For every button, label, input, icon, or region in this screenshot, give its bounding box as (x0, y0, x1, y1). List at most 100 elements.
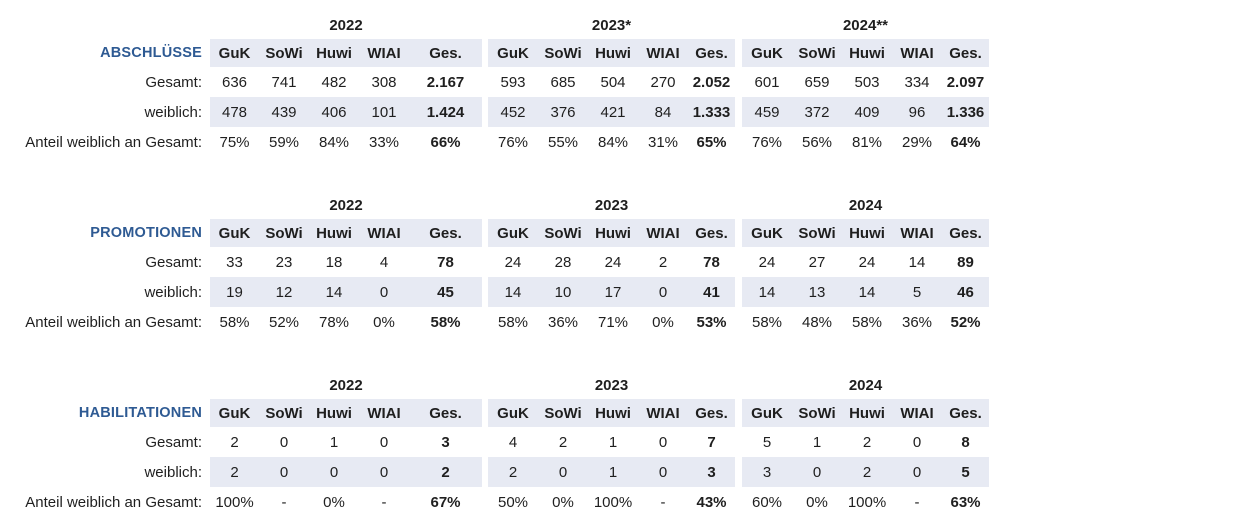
value-cell: 52% (268, 313, 300, 331)
value-cell: 24 (504, 253, 522, 271)
value-cell: 14 (908, 253, 926, 271)
column-header: Ges. (942, 399, 989, 427)
value-cell: 84% (597, 133, 629, 151)
value-cell: 84 (638, 97, 688, 127)
value-cell: 58% (751, 313, 783, 331)
value-cell: 59% (268, 133, 300, 151)
value-cell: 78% (318, 313, 350, 331)
value-cell: 60% (751, 493, 783, 511)
column-header: SoWi (538, 399, 588, 427)
column-header: Ges. (942, 39, 989, 67)
value-cell: 36% (901, 313, 933, 331)
table-row: Anteil weiblich an Gesamt: 75% 59% 84% 33% 66… (0, 127, 1243, 157)
value-cell: 24 (858, 253, 876, 271)
value-cell: 452 (488, 97, 538, 127)
table-row: weiblich: 478 439 406 101 1.424 452 376 421 84 1.3… (0, 97, 1243, 127)
value-cell: 2 (658, 253, 668, 271)
value-cell: 0% (652, 313, 674, 331)
value-cell: 76% (497, 133, 529, 151)
value-cell: 36% (547, 313, 579, 331)
value-cell: 2.097 (946, 73, 985, 91)
table-row: weiblich: 19 12 14 0 45 14 10 17 0 41 14 13 14 5 46 (0, 277, 1243, 307)
column-header: GuK (210, 399, 259, 427)
value-cell: 12 (259, 277, 309, 307)
column-header: Ges. (409, 219, 482, 247)
column-header: Huwi (588, 399, 638, 427)
table-row: Anteil weiblich an Gesamt: 58% 52% 78% 0% 58%… (0, 307, 1243, 337)
value-cell: 48% (801, 313, 833, 331)
column-header: SoWi (538, 219, 588, 247)
year-label: 2024 (848, 197, 883, 214)
value-cell: 1.424 (409, 97, 482, 127)
value-cell: 10 (538, 277, 588, 307)
year-label: 2022 (329, 197, 363, 214)
table-row: 2022 2023 2024 (0, 192, 1243, 219)
column-header: WIAI (638, 219, 688, 247)
column-header: SoWi (792, 399, 842, 427)
statistics-tables: 2022 2023* 2024** ABSCHLÜSSE GuK SoWi Huwi WIAI… (0, 12, 1243, 511)
column-header: Huwi (588, 39, 638, 67)
value-cell: 27 (808, 253, 826, 271)
gap-spacer (735, 399, 742, 427)
value-cell: 8 (961, 433, 970, 451)
value-cell: 659 (804, 73, 830, 91)
row-label: Gesamt: (145, 73, 202, 91)
row-label: Gesamt: (145, 253, 202, 271)
value-cell: 593 (500, 73, 526, 91)
value-cell: 63% (950, 493, 981, 511)
value-cell: 33% (368, 133, 400, 151)
value-cell: 28 (554, 253, 572, 271)
table-row: PROMOTIONEN GuK SoWi Huwi WIAI Ges. GuK SoWi Huw… (0, 219, 1243, 247)
section-title: ABSCHLÜSSE (100, 44, 202, 61)
value-cell: 0% (323, 493, 345, 511)
row-label: Anteil weiblich an Gesamt: (25, 313, 202, 331)
value-cell: 685 (550, 73, 576, 91)
column-header: Ges. (688, 399, 735, 427)
column-header: WIAI (638, 39, 688, 67)
gap-spacer (735, 219, 742, 247)
value-cell: 84% (318, 133, 350, 151)
value-cell: 78 (703, 253, 720, 271)
value-cell: 0% (373, 313, 395, 331)
value-cell: 18 (325, 253, 343, 271)
table-row: Gesamt: 2 0 1 0 3 4 2 1 0 7 5 1 2 0 8 (0, 427, 1243, 457)
year-label: 2023 (594, 377, 629, 394)
column-header: Huwi (842, 219, 892, 247)
value-cell: 1.336 (942, 97, 989, 127)
value-cell: - (914, 493, 920, 511)
value-cell: 334 (904, 73, 930, 91)
value-cell: 29% (901, 133, 933, 151)
value-cell: 7 (707, 433, 716, 451)
value-cell: 2.167 (426, 73, 465, 91)
value-cell: 56% (801, 133, 833, 151)
value-cell: 0 (379, 433, 389, 451)
column-header: GuK (210, 39, 259, 67)
value-cell: 308 (371, 73, 397, 91)
column-header: SoWi (259, 399, 309, 427)
value-cell: 53% (696, 313, 727, 331)
value-cell: 0 (359, 277, 409, 307)
value-cell: 459 (742, 97, 792, 127)
value-cell: 71% (597, 313, 629, 331)
value-cell: 741 (271, 73, 297, 91)
value-cell: 100% (215, 493, 254, 511)
value-cell: 64% (950, 133, 981, 151)
value-cell: 75% (219, 133, 250, 151)
value-cell: 100% (593, 493, 633, 511)
section-abschlüsse: 2022 2023* 2024** ABSCHLÜSSE GuK SoWi Huwi WIAI… (0, 12, 1243, 157)
gap-spacer (735, 427, 742, 457)
value-cell: 5 (892, 277, 942, 307)
value-cell: 78 (437, 253, 454, 271)
value-cell: 1 (608, 433, 618, 451)
gap-spacer (735, 247, 742, 277)
column-header: SoWi (792, 219, 842, 247)
gap-spacer (735, 457, 742, 487)
row-label: weiblich: (144, 103, 202, 121)
value-cell: 4 (508, 433, 518, 451)
column-header: Huwi (309, 219, 359, 247)
year-label: 2024 (848, 377, 883, 394)
value-cell: - (281, 493, 287, 511)
column-header: Huwi (588, 219, 638, 247)
value-cell: 270 (650, 73, 676, 91)
value-cell: 5 (942, 457, 989, 487)
